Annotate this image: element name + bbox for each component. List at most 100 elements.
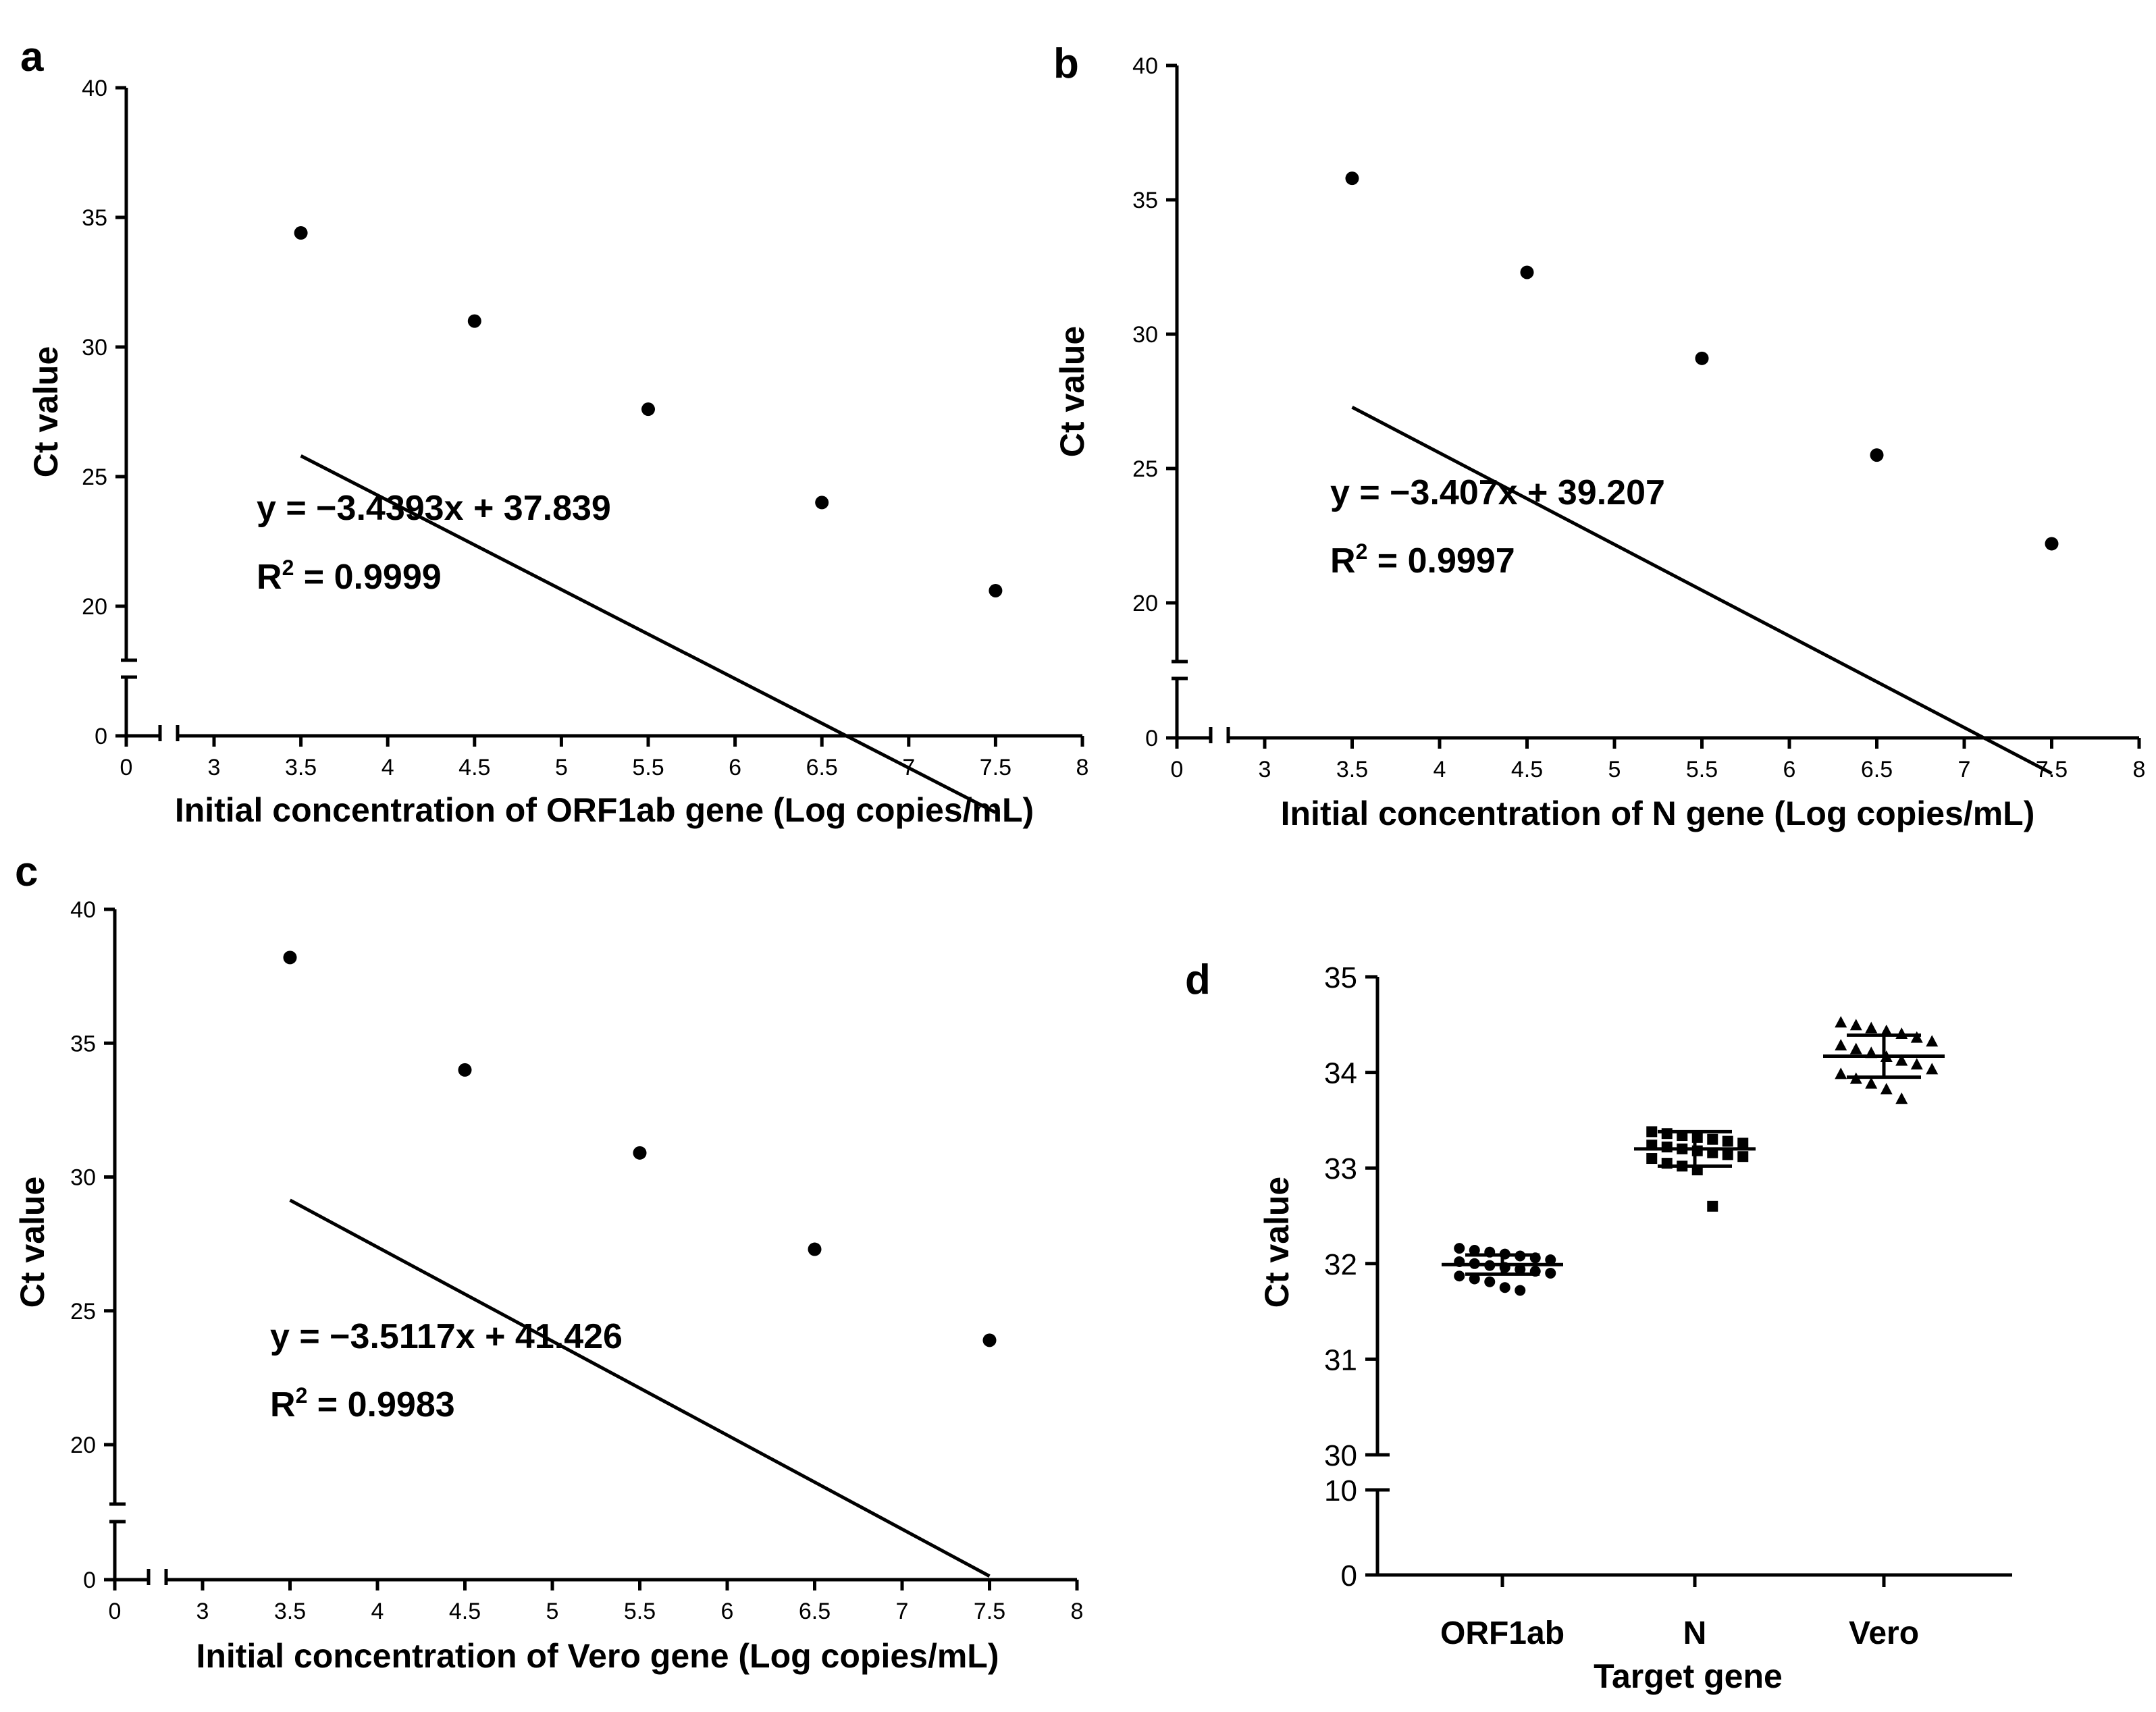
r-squared-number: = 0.9999 [294, 558, 441, 597]
data-point [1835, 1067, 1847, 1079]
data-point [1345, 171, 1359, 186]
panel-letter: a [20, 34, 44, 80]
data-point [1646, 1126, 1658, 1138]
r-squared-number: = 0.9983 [307, 1385, 454, 1424]
data-point [1454, 1270, 1465, 1282]
y-axis-label: Ct value [1258, 1177, 1296, 1308]
data-point [1469, 1244, 1480, 1256]
data-point [641, 402, 655, 417]
x-tick-label: 0 [120, 755, 133, 780]
data-point [1849, 1019, 1862, 1031]
x-tick-label: 3 [1259, 757, 1271, 782]
y-tick-label: 20 [82, 594, 107, 620]
data-point [1865, 1021, 1878, 1034]
data-point [1661, 1128, 1673, 1140]
data-point [1895, 1092, 1908, 1104]
r-squared-superscript: 2 [1356, 539, 1368, 564]
data-point [1722, 1149, 1733, 1160]
data-point [1865, 1077, 1878, 1089]
panel-letter: b [1053, 41, 1079, 87]
x-tick-label: 6 [729, 755, 741, 780]
r-squared-symbol: R [1330, 541, 1356, 581]
x-tick-label: 6.5 [799, 1599, 831, 1624]
data-point [1707, 1200, 1718, 1212]
data-point [294, 226, 308, 240]
r-squared-superscript: 2 [296, 1383, 308, 1408]
data-point [1849, 1042, 1862, 1054]
x-axis-label: Initial concentration of ORF1ab gene (Lo… [175, 791, 1034, 829]
data-point [1835, 1015, 1847, 1027]
y-tick-label: 35 [1132, 188, 1158, 213]
x-tick-label: 5 [555, 755, 568, 780]
y-tick-label: 25 [82, 464, 107, 490]
data-point [1661, 1142, 1673, 1153]
data-point [1646, 1153, 1658, 1165]
y-tick-label: 35 [70, 1031, 96, 1056]
x-tick-label: 8 [2133, 757, 2146, 782]
y-tick-label: 33 [1324, 1152, 1357, 1185]
data-point [1695, 351, 1709, 365]
fit-line [300, 454, 997, 814]
data-point [1469, 1273, 1480, 1285]
y-tick-label: 0 [1341, 1559, 1357, 1593]
data-point [633, 1146, 647, 1160]
data-point [467, 314, 481, 328]
y-tick-label: 30 [70, 1165, 96, 1191]
x-tick-label: 3.5 [274, 1599, 306, 1624]
x-tick-label: 8 [1071, 1599, 1084, 1624]
r-squared-value: R2 = 0.9983 [270, 1383, 455, 1424]
r-squared-symbol: R [270, 1385, 296, 1424]
x-axis-label: Initial concentration of Vero gene (Log … [196, 1637, 999, 1675]
y-tick-label: 0 [83, 1568, 96, 1593]
panel-d: d 30 31 32 33 34 35 0 10 ORF1ab N Vero Target gene Ct… [1185, 957, 2012, 1695]
x-tick-label: 7.5 [2036, 757, 2068, 782]
x-tick-label: 4.5 [458, 755, 490, 780]
y-tick-label: 40 [1132, 53, 1158, 79]
y-tick-label: 35 [82, 205, 107, 231]
data-point [1880, 1083, 1893, 1095]
data-point [1484, 1276, 1496, 1287]
x-tick-label: 3.5 [1336, 757, 1368, 782]
regression-equation: y = −3.407x + 39.207 [1330, 473, 1665, 512]
x-tick-label: 0 [1171, 757, 1184, 782]
data-point [458, 1063, 472, 1077]
data-point [1895, 1027, 1908, 1039]
x-tick-label: 7.5 [980, 755, 1011, 780]
y-tick-label: 20 [1132, 591, 1158, 616]
data-point [1895, 1054, 1908, 1066]
fit-line [289, 1198, 991, 1578]
x-tick-label: 6.5 [1861, 757, 1893, 782]
data-point [1910, 1031, 1923, 1043]
data-point [1737, 1151, 1749, 1162]
y-tick-label: 40 [70, 897, 96, 923]
y-tick-label: 20 [70, 1433, 96, 1458]
fit-line [1351, 405, 2053, 775]
data-point [1520, 265, 1534, 279]
y-tick-label: 10 [1324, 1474, 1357, 1507]
data-point [1870, 448, 1884, 462]
x-tick-label: 6.5 [806, 755, 838, 780]
x-tick-label: 4.5 [1511, 757, 1543, 782]
panel-b: b 0 20 25 30 35 40 0 3 3.5 4 4.5 5 5.5 6 6.5 7 7.5 8 y = −3… [1053, 41, 2145, 832]
x-tick-label: 4 [371, 1599, 384, 1624]
x-tick-label: 6 [1783, 757, 1796, 782]
x-tick-label: 4 [1434, 757, 1446, 782]
x-axis-label: Initial concentration of N gene (Log cop… [1281, 795, 2035, 832]
x-tick-label: 5.5 [1686, 757, 1718, 782]
data-point [982, 1333, 997, 1347]
data-point [989, 583, 1003, 597]
x-tick-label: 4 [382, 755, 394, 780]
panel-c: c 0 20 25 30 35 40 0 3 3.5 4 4.5 5 5.5 6 6.5 7 7.5 8 y = −3… [14, 849, 1083, 1675]
data-point [1722, 1135, 1733, 1147]
data-point [1835, 1038, 1847, 1050]
y-tick-label: 34 [1324, 1057, 1357, 1090]
data-point [815, 496, 829, 510]
y-tick-label: 30 [1324, 1439, 1357, 1472]
data-point [1926, 1035, 1939, 1047]
y-tick-label: 25 [70, 1299, 96, 1325]
data-point [283, 951, 297, 965]
x-tick-label: 5 [546, 1599, 559, 1624]
r-squared-value: R2 = 0.9997 [1330, 539, 1515, 581]
